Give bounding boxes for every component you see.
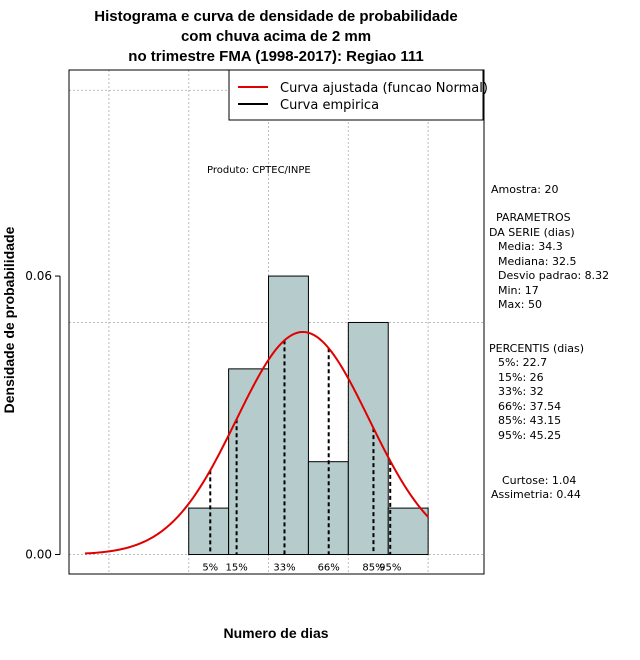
chart-title-line-2: com chuva acima de 2 mm [181,28,371,45]
percentile-label: 15% [225,563,247,574]
percentile-label: 85% [362,563,384,574]
legend: Curva ajustada (funcao Normal) Curva emp… [228,69,488,121]
stats-panel: Amostra: 20 PARAMETROS DA SERIE (dias) M… [489,183,609,501]
histogram-bar [387,507,429,556]
stat-p85: 85%: 43.15 [498,414,561,427]
stat-max: Max: 50 [498,298,542,311]
x-axis-label: Numero de dias [223,625,328,641]
y-axis-label: Densidade de probabilidade [1,226,17,413]
stat-min: Min: 17 [498,284,539,297]
stat-mean: Media: 34.3 [498,240,563,253]
percentile-labels: 5% 15% 33% 66% 85%95% [202,563,401,574]
y-tick-label: 0.06 [25,269,52,283]
stat-p15: 15%: 26 [498,371,544,384]
stat-p66: 66%: 37.54 [498,400,561,413]
percentile-label: 33% [273,563,295,574]
legend-label-fitted: Curva ajustada (funcao Normal) [280,81,488,96]
histogram-bar [268,275,309,556]
bar-layer [188,275,429,556]
fitted-normal-curve [84,330,429,555]
percentile-label: 66% [318,563,340,574]
y-tick-label: 0.00 [25,548,52,562]
axis-layer: 0.00 0.06 [25,269,61,562]
percentile-label: 5% [202,563,218,574]
stat-p95: 95%: 45.25 [498,429,561,442]
stat-kurtosis: Curtose: 1.04 [502,474,576,487]
fitted-curve-layer [84,330,429,555]
stat-median: Mediana: 32.5 [498,255,576,268]
histogram-bar [188,507,230,556]
histogram-bar [228,368,270,556]
params-header-2: DA SERIE (dias) [489,226,575,239]
histogram-bar [347,321,389,556]
legend-box [228,69,484,121]
chart-title-line-1: Histograma e curva de densidade de proba… [94,8,457,25]
percentiles-header: PERCENTIS (dias) [489,342,584,355]
percentile-label: 95% [379,563,401,574]
params-header-1: PARAMETROS [496,211,571,224]
empirical-curve [209,340,392,555]
sample-size: Amostra: 20 [491,183,558,196]
legend-label-empirical: Curva empirica [280,98,379,113]
stat-stddev: Desvio padrao: 8.32 [498,269,609,282]
stat-skewness: Assimetria: 0.44 [491,488,581,501]
chart-title-line-3: no trimestre FMA (1998-2017): Regiao 111 [128,48,423,65]
stat-p33: 33%: 32 [498,385,544,398]
product-credit: Produto: CPTEC/INPE [207,165,311,176]
stat-p5: 5%: 22.7 [498,356,547,369]
